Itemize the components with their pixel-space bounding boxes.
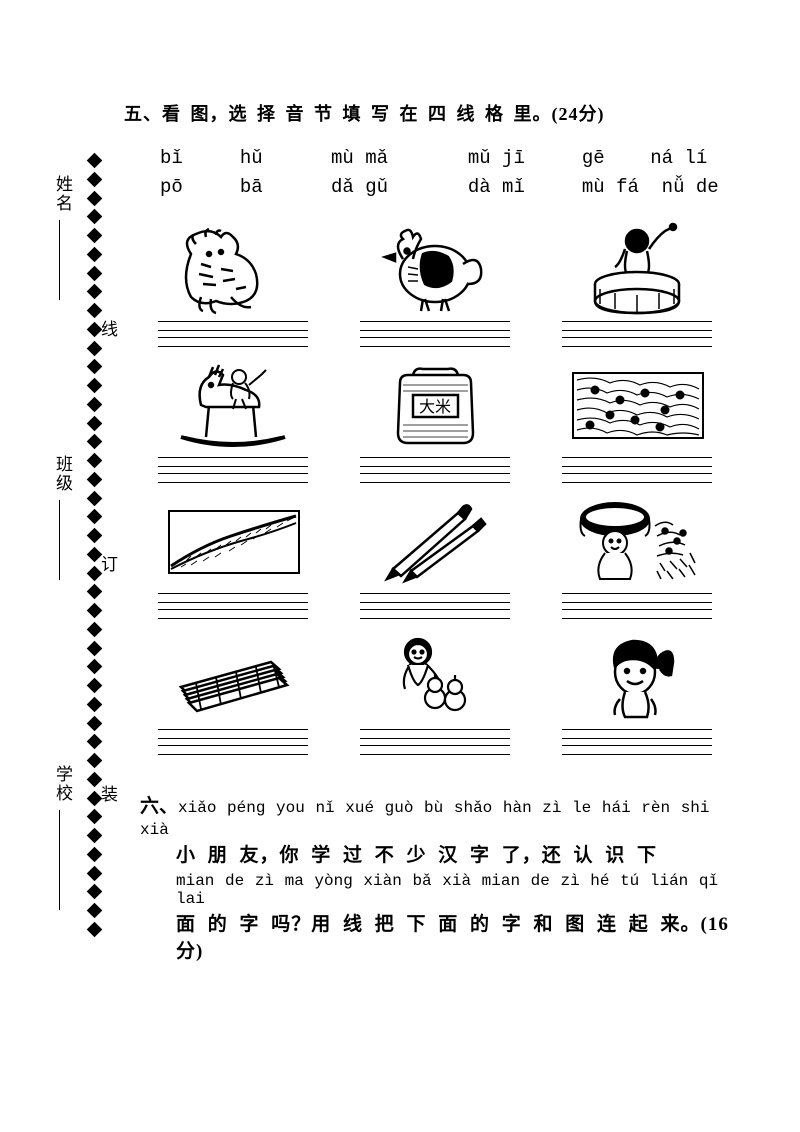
answer-line[interactable] xyxy=(158,593,308,619)
cell-girl xyxy=(562,627,712,755)
tiger-image xyxy=(161,219,306,319)
picture-grid: 大米 xyxy=(158,219,740,755)
singing-image xyxy=(565,491,710,591)
class-label: 班级 xyxy=(50,455,75,493)
cell-chicken xyxy=(360,219,510,347)
q6-pinyin2: mian de zì ma yòng xiàn bǎ xià mian de z… xyxy=(176,872,740,908)
q6-num: 六、 xyxy=(140,791,178,818)
name-line xyxy=(59,220,60,300)
school-line xyxy=(59,810,60,910)
row-1 xyxy=(158,219,740,347)
child-gourds-image xyxy=(363,627,508,727)
question6: 六、xiǎo péng you nǐ xué guò bù shǎo hàn z… xyxy=(140,791,740,963)
answer-line[interactable] xyxy=(158,321,308,347)
answer-line[interactable] xyxy=(562,729,712,755)
answer-line[interactable] xyxy=(360,321,510,347)
school-label: 学校 xyxy=(50,765,75,803)
pen-image xyxy=(363,491,508,591)
svg-text:大米: 大米 xyxy=(418,398,450,416)
answer-line[interactable] xyxy=(360,593,510,619)
diamond-border xyxy=(89,155,100,935)
bank-line2: pō bā dǎ gǔ dà mǐ mù fá nǚ de xyxy=(160,176,719,198)
row-2: 大米 xyxy=(158,355,740,483)
row-3 xyxy=(158,491,740,619)
cell-eight xyxy=(360,627,510,755)
dense-image xyxy=(565,355,710,455)
raft-image xyxy=(161,627,306,727)
answer-line[interactable] xyxy=(360,457,510,483)
answer-line[interactable] xyxy=(562,457,712,483)
q6-hanzi1: 小 朋 友，你 学 过 不 少 汉 字 了，还 认 识 下 xyxy=(176,840,740,867)
cell-rice-bag: 大米 xyxy=(360,355,510,483)
binding-edge: 姓名 线 班级 订 学校 装 xyxy=(45,155,85,935)
answer-line[interactable] xyxy=(562,593,712,619)
q6-pinyin1: xiǎo péng you nǐ xué guò bù shǎo hàn zì … xyxy=(140,799,710,839)
answer-line[interactable] xyxy=(562,321,712,347)
name-label: 姓名 xyxy=(50,175,75,213)
drum-image xyxy=(565,219,710,319)
cell-drum xyxy=(562,219,712,347)
class-line xyxy=(59,500,60,580)
cell-raft xyxy=(158,627,308,755)
wooden-horse-image xyxy=(161,355,306,455)
cell-song xyxy=(562,491,712,619)
row-4 xyxy=(158,627,740,755)
cell-wooden-horse xyxy=(158,355,308,483)
answer-line[interactable] xyxy=(158,729,308,755)
q6-hanzi2: 面 的 字 吗？用 线 把 下 面 的 字 和 图 连 起 来。(16分) xyxy=(176,909,740,963)
chicken-image xyxy=(363,219,508,319)
bank-line1: bǐ hǔ mù mǎ mǔ jī gē ná lí xyxy=(160,147,707,169)
rice-bag-image: 大米 xyxy=(363,355,508,455)
slope-image xyxy=(161,491,306,591)
girl-image xyxy=(565,627,710,727)
cell-tiger xyxy=(158,219,308,347)
answer-line[interactable] xyxy=(158,457,308,483)
answer-line[interactable] xyxy=(360,729,510,755)
pinyin-bank: bǐ hǔ mù mǎ mǔ jī gē ná lí pō bā dǎ gǔ d… xyxy=(160,144,740,203)
question5-title: 五、看 图，选 择 音 节 填 写 在 四 线 格 里。(24分) xyxy=(124,100,740,126)
cell-pen xyxy=(360,491,510,619)
cell-slope xyxy=(158,491,308,619)
cell-naili xyxy=(562,355,712,483)
